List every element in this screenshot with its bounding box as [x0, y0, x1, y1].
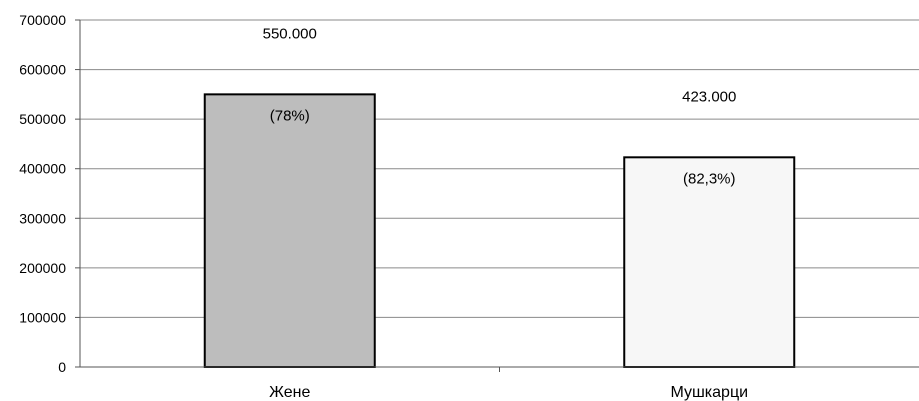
y-tick-label: 200000 — [19, 260, 66, 276]
percent-label: (78%) — [270, 107, 310, 124]
y-tick-label: 700000 — [19, 12, 66, 28]
value-label: 550.000 — [263, 25, 317, 42]
y-tick-label: 600000 — [19, 62, 66, 78]
y-tick-label: 300000 — [19, 210, 66, 226]
y-tick-label: 500000 — [19, 111, 66, 127]
x-category-label: Мушкарци — [670, 384, 748, 401]
y-tick-label: 100000 — [19, 309, 66, 325]
bar-1 — [203, 93, 376, 368]
x-category-label: Жене — [269, 384, 310, 401]
bars — [203, 93, 796, 368]
y-tick-label: 400000 — [19, 161, 66, 177]
axes — [79, 20, 919, 372]
bar-2 — [623, 156, 796, 368]
y-tick-label: 0 — [58, 359, 66, 375]
labels: Жене 550.000 (78%) Мушкарци 423.000 (82,3%) — [263, 25, 748, 401]
value-label: 423.000 — [682, 88, 736, 105]
y-axis-ticks: 0 100000 200000 300000 400000 500000 600000 700… — [19, 12, 80, 375]
percent-label: (82,3%) — [683, 170, 736, 187]
